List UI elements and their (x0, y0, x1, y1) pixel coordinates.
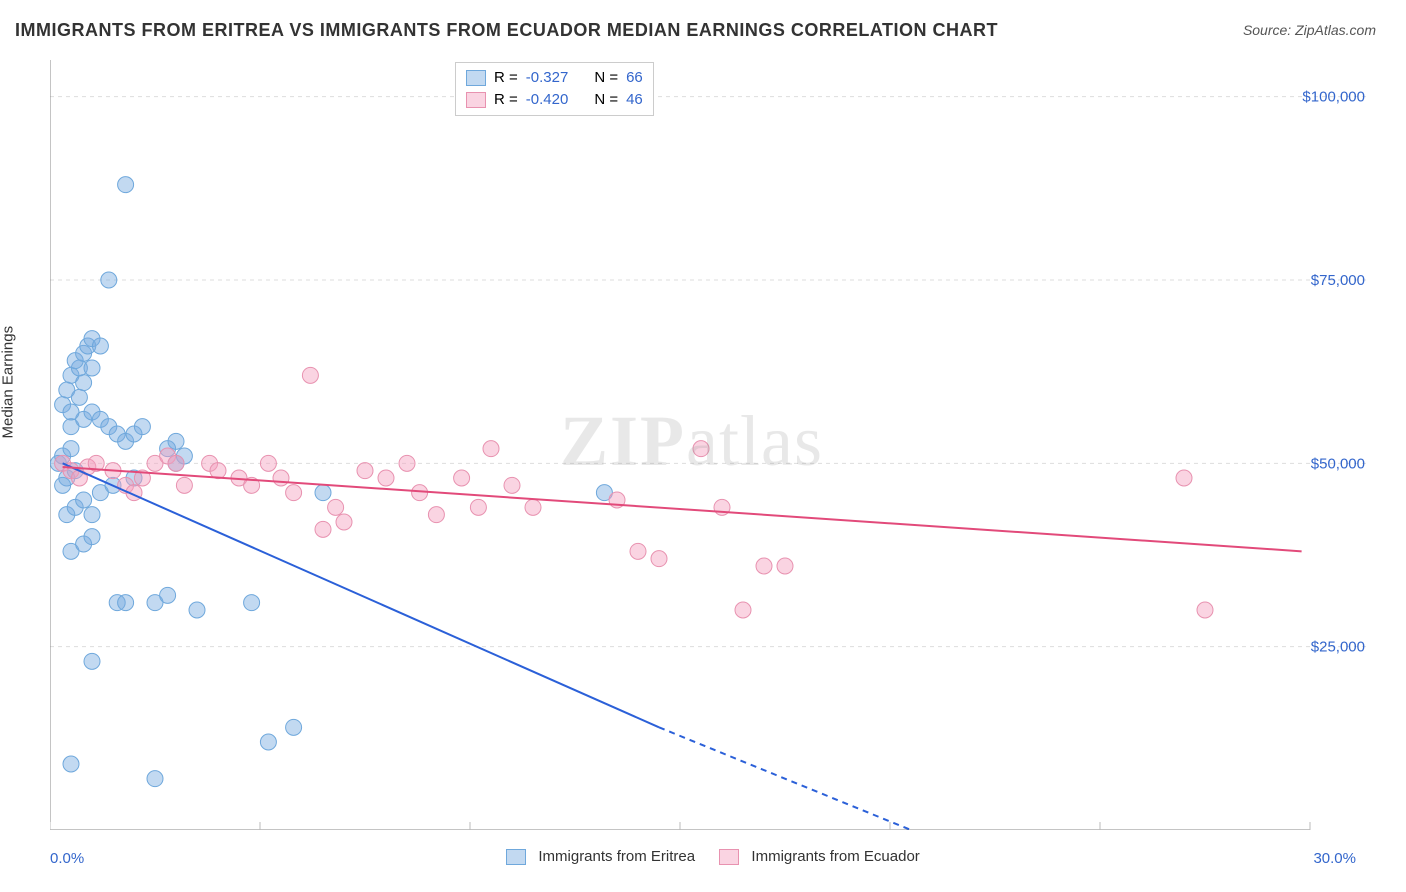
chart-title: IMMIGRANTS FROM ERITREA VS IMMIGRANTS FR… (15, 20, 998, 41)
n-label: N = (594, 67, 618, 89)
legend-label-ecuador: Immigrants from Ecuador (751, 848, 919, 865)
svg-text:$25,000: $25,000 (1311, 639, 1365, 656)
r-label: R = (494, 89, 518, 111)
watermark-zip: ZIP (560, 401, 686, 481)
watermark: ZIPatlas (560, 400, 823, 483)
n-value-eritrea: 66 (626, 67, 643, 89)
n-label: N = (594, 89, 618, 111)
y-axis-label: Median Earnings (0, 326, 17, 439)
legend-row-eritrea: R = -0.327 N = 66 (466, 67, 643, 89)
watermark-atlas: atlas (686, 401, 823, 481)
legend-label-eritrea: Immigrants from Eritrea (538, 848, 695, 865)
correlation-legend: R = -0.327 N = 66 R = -0.420 N = 46 (455, 62, 654, 116)
swatch-ecuador (466, 92, 486, 108)
r-label: R = (494, 67, 518, 89)
series-legend: Immigrants from Eritrea Immigrants from … (0, 848, 1406, 865)
svg-text:$50,000: $50,000 (1311, 455, 1365, 472)
swatch-eritrea (466, 70, 486, 86)
n-value-ecuador: 46 (626, 89, 643, 111)
r-value-eritrea: -0.327 (526, 67, 569, 89)
source-credit: Source: ZipAtlas.com (1243, 22, 1376, 38)
svg-text:$100,000: $100,000 (1302, 89, 1365, 106)
r-value-ecuador: -0.420 (526, 89, 569, 111)
legend-row-ecuador: R = -0.420 N = 46 (466, 89, 643, 111)
source-name: ZipAtlas.com (1295, 22, 1376, 38)
svg-text:$75,000: $75,000 (1311, 272, 1365, 289)
source-prefix: Source: (1243, 22, 1295, 38)
swatch-ecuador (719, 849, 739, 865)
swatch-eritrea (506, 849, 526, 865)
